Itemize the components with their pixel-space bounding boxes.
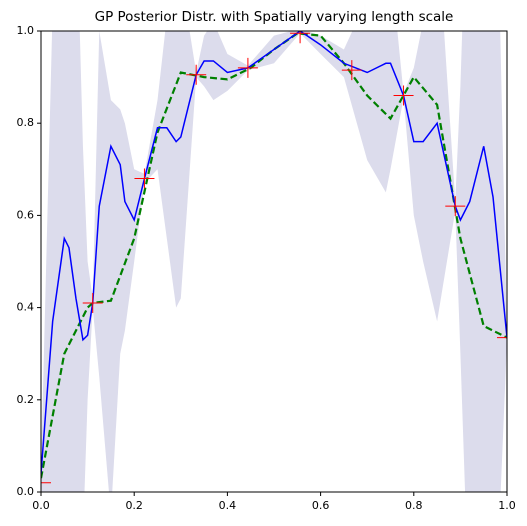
x-tick-label: 0.4 [219, 499, 237, 512]
observation [237, 57, 258, 78]
observation [393, 85, 414, 106]
posterior-mean [41, 31, 507, 474]
y-tick-label: 0.6 [17, 208, 35, 221]
x-tick-label: 0.8 [405, 499, 423, 512]
y-tick-label: 0.2 [17, 393, 35, 406]
x-tick-label: 0.6 [312, 499, 330, 512]
y-tick-label: 0.8 [17, 116, 35, 129]
y-tick-label: 0.0 [17, 485, 35, 498]
y-tick-label: 0.4 [17, 301, 35, 314]
x-tick-label: 0.0 [32, 499, 50, 512]
true-function [41, 32, 507, 479]
x-tick-label: 0.2 [125, 499, 143, 512]
x-tick-label: 1.0 [498, 499, 516, 512]
observation [290, 31, 311, 44]
observation [445, 196, 466, 217]
chart-title: GP Posterior Distr. with Spatially varyi… [95, 9, 454, 25]
plot-frame [40, 30, 508, 493]
observation [41, 472, 51, 492]
observation [186, 64, 207, 85]
observation [341, 60, 362, 81]
observation [497, 327, 507, 348]
observation [134, 168, 155, 189]
confidence-band [41, 31, 507, 492]
y-tick-label: 1.0 [17, 24, 35, 37]
observation [82, 292, 103, 313]
